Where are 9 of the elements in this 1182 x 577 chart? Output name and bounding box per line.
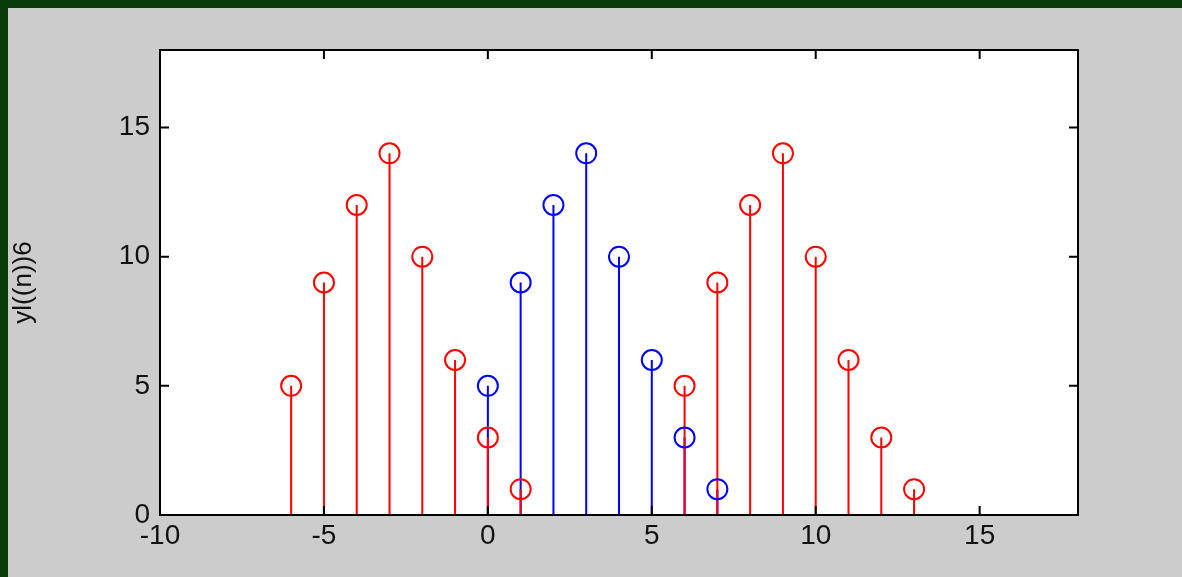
x-tick-label: -5 [311, 518, 337, 550]
x-tick-label: 0 [480, 518, 496, 550]
y-axis-title: yl((n))6 [6, 241, 37, 324]
x-tick-label: 10 [800, 518, 832, 550]
y-tick-label: 15 [118, 110, 150, 142]
x-tick-label: 5 [644, 518, 660, 550]
y-tick-label: 5 [134, 368, 150, 400]
y-tick-label: 10 [118, 239, 150, 271]
x-tick-label: 15 [964, 518, 996, 550]
